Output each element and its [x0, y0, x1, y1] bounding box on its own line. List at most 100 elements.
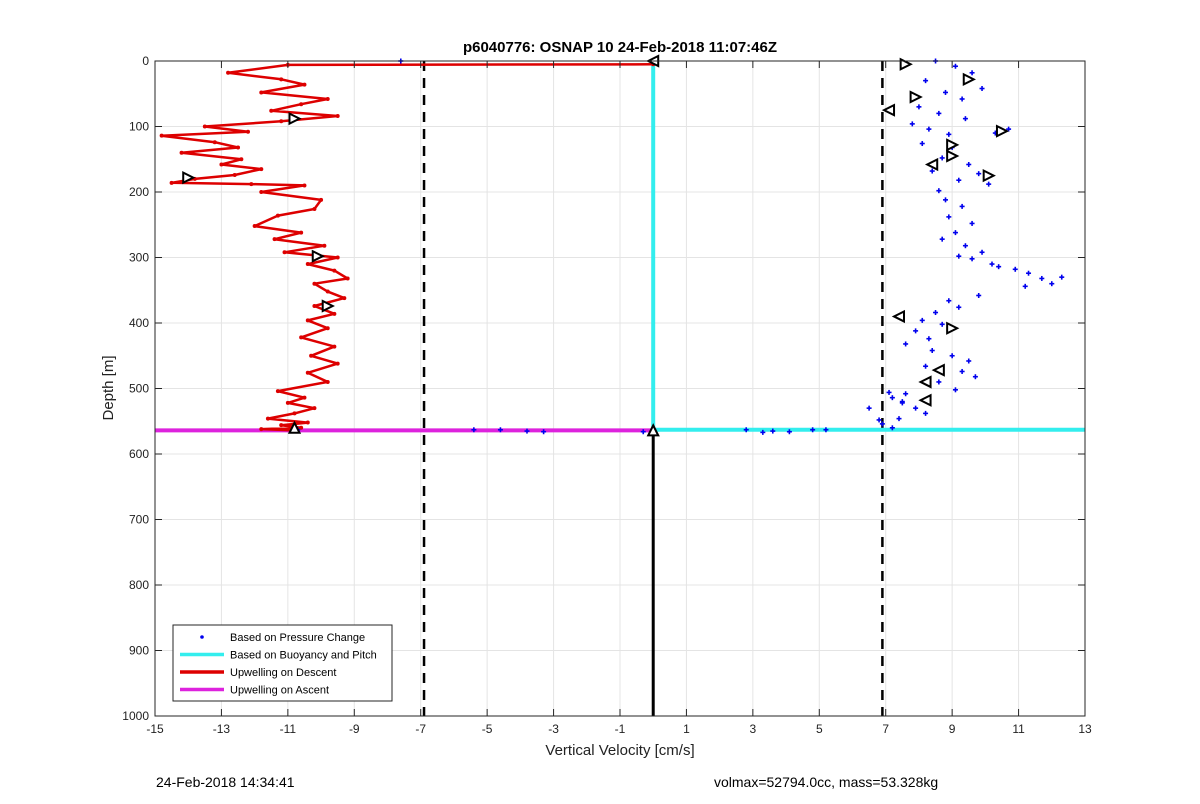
- y-tick-label: 100: [129, 120, 149, 134]
- x-axis-label: Vertical Velocity [cm/s]: [545, 742, 694, 759]
- descent-point: [279, 423, 284, 428]
- footer-volmax-mass: volmax=52794.0cc, mass=53.328kg: [714, 774, 939, 790]
- descent-point: [259, 427, 264, 432]
- pressure-change-point: [524, 428, 530, 434]
- descent-point: [312, 207, 317, 212]
- pressure-change-point: [903, 391, 909, 397]
- descent-point: [325, 96, 330, 101]
- descent-point: [335, 255, 340, 260]
- pressure-change-point: [959, 96, 965, 102]
- descent-point: [239, 157, 244, 162]
- pressure-change-point: [1049, 281, 1055, 287]
- triangle-right-marker: [995, 124, 1010, 138]
- pressure-change-point: [959, 203, 965, 209]
- pressure-change-point: [929, 348, 935, 354]
- descent-point: [342, 296, 347, 301]
- grid: [154, 60, 1086, 717]
- pressure-change-point: [972, 374, 978, 380]
- pressure-change-point: [926, 126, 932, 132]
- pressure-change-point: [889, 425, 895, 431]
- descent-point: [226, 70, 231, 75]
- descent-point: [335, 361, 340, 366]
- triangle-markers: [182, 54, 1010, 437]
- triangle-right-marker: [288, 112, 302, 126]
- series-line: [160, 63, 654, 432]
- pressure-change-point: [939, 236, 945, 242]
- pressure-change-point: [952, 230, 958, 236]
- descent-point: [309, 353, 314, 358]
- y-tick-label: 700: [129, 513, 149, 527]
- pressure-change-point: [923, 363, 929, 369]
- triangle-right-marker: [946, 138, 960, 152]
- descent-point: [272, 237, 277, 242]
- descent-point: [325, 289, 330, 294]
- pressure-change-point: [962, 116, 968, 122]
- descent-point: [302, 82, 307, 87]
- pressure-change-point: [936, 188, 942, 194]
- descent-point: [319, 197, 324, 202]
- x-tick-label: 1: [683, 722, 690, 736]
- pressure-change-point: [1006, 126, 1012, 132]
- pressure-change-point: [943, 197, 948, 203]
- triangle-right-marker: [962, 72, 976, 86]
- pressure-change-point: [943, 89, 948, 95]
- descent-point: [299, 230, 304, 235]
- descent-point: [332, 311, 337, 316]
- pressure-change-point: [866, 405, 872, 411]
- triangle-right-marker: [899, 57, 913, 71]
- pressure-change-point: [913, 328, 919, 334]
- descent-point: [305, 370, 310, 375]
- pressure-change-point: [952, 387, 958, 393]
- triangle-left-marker: [891, 309, 905, 324]
- pressure-change-point: [770, 428, 776, 434]
- pressure-change-point: [1012, 266, 1018, 272]
- x-tick-label: -5: [482, 722, 493, 736]
- pressure-change-point: [962, 243, 968, 249]
- pressure-change-point: [946, 131, 952, 137]
- x-tick-label: 3: [750, 722, 757, 736]
- descent-point: [259, 190, 264, 194]
- x-tick-label: 5: [816, 722, 823, 736]
- descent-point: [212, 140, 217, 145]
- x-tick-label: 7: [882, 722, 889, 736]
- descent-point: [232, 172, 237, 177]
- pressure-change-point: [903, 341, 909, 347]
- descent-point: [159, 133, 164, 138]
- descent-point: [299, 102, 304, 107]
- descent-point: [179, 150, 184, 155]
- y-tick-label: 600: [129, 447, 149, 461]
- pressure-change-point: [913, 405, 919, 411]
- descent-point: [322, 243, 327, 248]
- descent-point: [292, 411, 297, 416]
- triangle-up-marker: [646, 423, 660, 437]
- pressure-change-point: [810, 427, 816, 433]
- x-tick-label: -13: [213, 722, 231, 736]
- axis-ticks: -15 -13 -11 -9 -7 -5 -3 -1 1 3 5 7 9 11 13010020030040…: [122, 54, 1092, 736]
- series-line: [651, 61, 1085, 432]
- legend-label: Based on Buoyancy and Pitch: [230, 650, 377, 662]
- x-tick-label: 11: [1012, 722, 1025, 736]
- pressure-change-point: [541, 429, 547, 435]
- triangle-left-marker: [931, 363, 945, 377]
- pressure-change-point: [939, 155, 945, 161]
- pressure-change-point: [926, 336, 932, 342]
- y-axis-label: Depth [m]: [100, 355, 117, 420]
- descent-point: [305, 318, 310, 323]
- descent-point: [275, 389, 280, 394]
- y-tick-label: 1000: [122, 709, 149, 723]
- triangle-left-marker: [881, 103, 896, 117]
- y-tick-label: 500: [129, 382, 149, 396]
- chart-title: p6040776: OSNAP 10 24-Feb-2018 11:07:46Z: [463, 39, 777, 56]
- pressure-change-point: [956, 253, 962, 259]
- pressure-change-point: [929, 168, 935, 174]
- pressure-change-point: [919, 317, 925, 323]
- triangle-right-marker: [182, 170, 196, 185]
- descent-point: [252, 224, 257, 229]
- footer-timestamp: 24-Feb-2018 14:34:41: [156, 774, 295, 790]
- descent-point: [305, 420, 310, 425]
- descent-point: [279, 77, 284, 82]
- triangle-right-marker: [311, 249, 325, 263]
- legend-label: Upwelling on Descent: [230, 667, 336, 679]
- x-tick-label: -9: [349, 722, 360, 736]
- descent-point: [335, 114, 340, 119]
